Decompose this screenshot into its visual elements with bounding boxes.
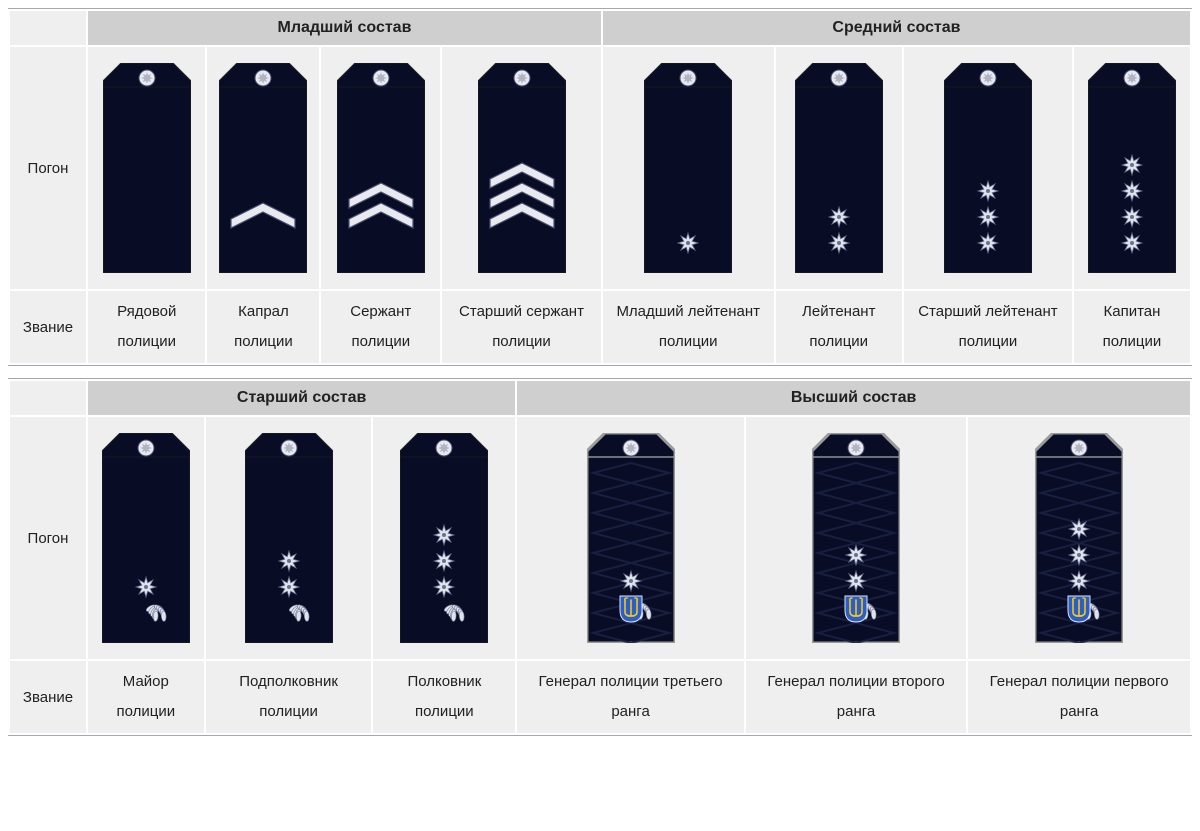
epaulette-icon xyxy=(1035,433,1123,643)
epaulette-cell-sergeant xyxy=(321,47,440,289)
epaulette-cell-srlt xyxy=(904,47,1072,289)
group-header: Старший состав xyxy=(88,381,515,415)
epaulette-icon xyxy=(478,63,566,273)
row-label-zvanie: Звание xyxy=(10,291,86,363)
epaulette-icon xyxy=(1088,63,1176,273)
rank-table-1: Старший состав Высший состав Погон xyxy=(8,378,1192,736)
epaulette-cell-gen1 xyxy=(968,417,1190,659)
group-title: Младший состав xyxy=(277,19,411,36)
epaulette-cell-capt xyxy=(1074,47,1190,289)
rank-name-cell-srlt: Старший лейтенант полиции xyxy=(904,291,1072,363)
rank-name-cell-ltcol: Подполковник полиции xyxy=(206,661,372,733)
rank-name-cell-lt: Лейтенант полиции xyxy=(776,291,902,363)
rank-name-cell-gen2: Генерал полиции второго ранга xyxy=(746,661,966,733)
group-title: Старший состав xyxy=(237,389,366,406)
epaulette-cell-col xyxy=(373,417,515,659)
group-title: Высший состав xyxy=(791,389,917,406)
rank-name: Рядовой полиции xyxy=(92,297,201,357)
epaulette-icon xyxy=(795,63,883,273)
epaulette-icon xyxy=(219,63,307,273)
row-label-pogon: Погон xyxy=(10,47,86,289)
epaulette-icon xyxy=(812,433,900,643)
epaulette-cell-ltcol xyxy=(206,417,372,659)
row-label-text: Погон xyxy=(28,160,69,177)
epaulette-cell-gen2 xyxy=(746,417,966,659)
group-header: Средний состав xyxy=(603,11,1190,45)
corner-cell xyxy=(10,381,86,415)
epaulette-icon xyxy=(944,63,1032,273)
rank-name-cell-private: Рядовой полиции xyxy=(88,291,205,363)
epaulette-icon xyxy=(587,433,675,643)
epaulette-icon xyxy=(103,63,191,273)
rank-name: Генерал полиции первого ранга xyxy=(972,667,1186,727)
rank-name: Полковник полиции xyxy=(377,667,511,727)
epaulette-cell-private xyxy=(88,47,205,289)
epaulette-icon xyxy=(245,433,333,643)
epaulette-cell-corporal xyxy=(207,47,319,289)
rank-name: Старший лейтенант полиции xyxy=(908,297,1068,357)
row-label-text: Погон xyxy=(28,530,69,547)
rank-name-cell-jrlt: Младший лейтенант полиции xyxy=(603,291,774,363)
epaulette-icon xyxy=(337,63,425,273)
epaulette-icon xyxy=(400,433,488,643)
row-label-pogon: Погон xyxy=(10,417,86,659)
rank-tables-root: Младший состав Средний состав Погон Звание… xyxy=(8,8,1192,736)
row-label-text: Звание xyxy=(23,689,73,706)
group-title: Средний состав xyxy=(832,19,960,36)
epaulette-cell-gen3 xyxy=(517,417,744,659)
rank-name-cell-capt: Капитан полиции xyxy=(1074,291,1190,363)
corner-cell xyxy=(10,11,86,45)
rank-name-cell-gen1: Генерал полиции первого ранга xyxy=(968,661,1190,733)
rank-name: Младший лейтенант полиции xyxy=(607,297,770,357)
row-label-zvanie: Звание xyxy=(10,661,86,733)
epaulette-cell-ssergeant xyxy=(442,47,601,289)
group-header: Младший состав xyxy=(88,11,601,45)
rank-name: Лейтенант полиции xyxy=(780,297,898,357)
group-header: Высший состав xyxy=(517,381,1190,415)
rank-name: Генерал полиции третьего ранга xyxy=(521,667,740,727)
epaulette-icon xyxy=(644,63,732,273)
rank-name-cell-ssergeant: Старший сержант полиции xyxy=(442,291,601,363)
rank-name-cell-corporal: Капрал полиции xyxy=(207,291,319,363)
rank-name: Сержант полиции xyxy=(325,297,436,357)
rank-name-cell-gen3: Генерал полиции третьего ранга xyxy=(517,661,744,733)
epaulette-cell-lt xyxy=(776,47,902,289)
rank-table-0: Младший состав Средний состав Погон Звание… xyxy=(8,8,1192,366)
rank-name: Подполковник полиции xyxy=(210,667,368,727)
rank-name: Капитан полиции xyxy=(1078,297,1186,357)
epaulette-cell-jrlt xyxy=(603,47,774,289)
rank-name-cell-major: Майор полиции xyxy=(88,661,204,733)
epaulette-icon xyxy=(102,433,190,643)
rank-name: Майор полиции xyxy=(92,667,200,727)
rank-name-cell-sergeant: Сержант полиции xyxy=(321,291,440,363)
row-label-text: Звание xyxy=(23,319,73,336)
rank-name: Генерал полиции второго ранга xyxy=(750,667,962,727)
rank-name: Старший сержант полиции xyxy=(446,297,597,357)
rank-name: Капрал полиции xyxy=(211,297,315,357)
epaulette-cell-major xyxy=(88,417,204,659)
rank-name-cell-col: Полковник полиции xyxy=(373,661,515,733)
